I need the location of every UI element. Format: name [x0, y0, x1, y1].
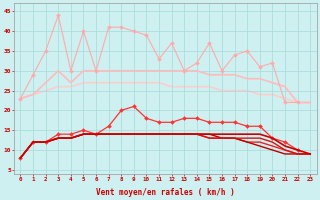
X-axis label: Vent moyen/en rafales ( km/h ): Vent moyen/en rafales ( km/h ): [96, 188, 235, 197]
